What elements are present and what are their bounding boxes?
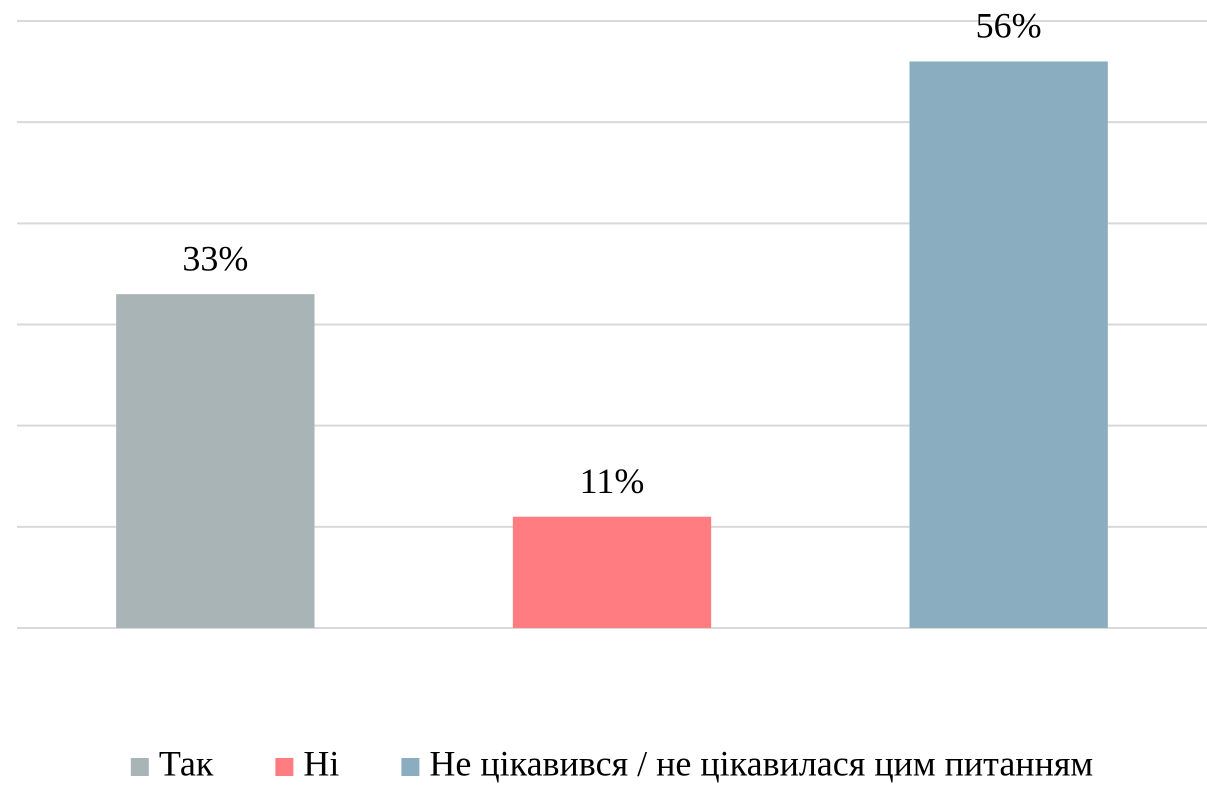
- legend-label: Ні: [303, 743, 339, 783]
- legend-label: Так: [159, 743, 214, 783]
- legend-label: Не цікавився / не цікавилася цим питання…: [429, 743, 1093, 783]
- legend-swatch: [401, 758, 420, 776]
- bar: [116, 294, 315, 628]
- value-label: 11%: [580, 461, 645, 501]
- legend-swatch: [275, 758, 294, 776]
- bar: [909, 61, 1108, 628]
- bar: [512, 516, 712, 628]
- value-label: 33%: [182, 238, 248, 278]
- legend-swatch: [130, 758, 149, 776]
- value-label: 56%: [976, 6, 1042, 46]
